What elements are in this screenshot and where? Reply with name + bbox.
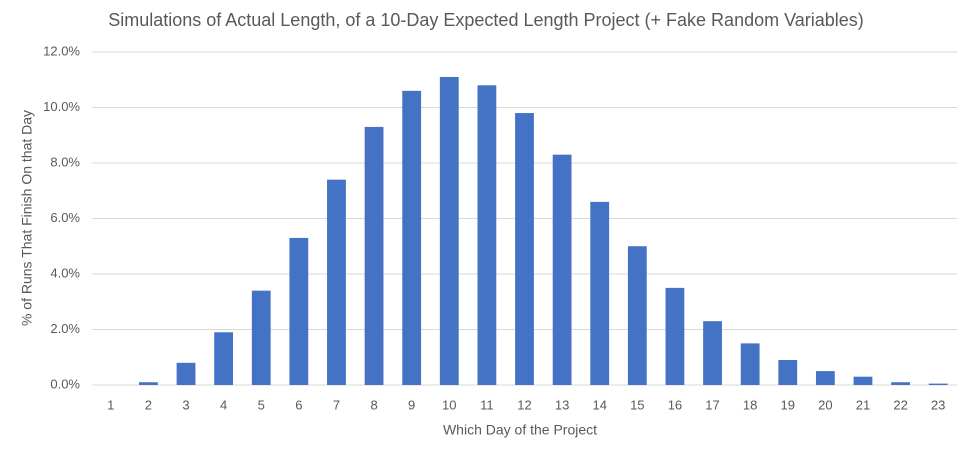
x-tick-label: 6 [295,397,302,412]
y-tick-label: 4.0% [50,265,80,280]
bar [891,382,910,385]
y-tick-label: 2.0% [50,321,80,336]
x-tick-label: 14 [592,397,606,412]
bar [251,290,271,385]
x-tick-label: 2 [145,397,152,412]
y-tick-label: 0.0% [50,376,80,391]
bar [627,246,647,385]
bar [815,371,835,385]
bar [853,376,873,385]
x-tick-label: 20 [818,397,832,412]
x-tick-label: 1 [107,397,114,412]
y-tick-label: 6.0% [50,210,80,225]
bar [477,85,497,386]
y-tick-label: 8.0% [50,154,80,169]
x-axis-title: Which Day of the Project [443,422,597,438]
x-tick-label: 17 [705,397,719,412]
x-tick-label: 18 [743,397,757,412]
bar [515,113,534,386]
bar [439,76,459,385]
x-tick-label: 3 [182,397,189,412]
bar [928,383,948,385]
x-tick-label: 21 [856,397,870,412]
x-tick-label: 7 [333,397,340,412]
bar [176,362,196,385]
bar [740,343,760,385]
bar [703,321,722,385]
x-tick-label: 15 [630,397,644,412]
bar [590,201,610,385]
bar [327,179,346,385]
x-tick-label: 19 [781,397,795,412]
y-tick-label: 12.0% [43,43,80,58]
x-tick-label: 23 [931,397,945,412]
bar [139,382,158,385]
bar [665,287,685,385]
x-tick-label: 13 [555,397,569,412]
x-tick-label: 10 [442,397,456,412]
x-tick-label: 9 [408,397,415,412]
x-tick-label: 12 [517,397,531,412]
x-tick-label: 4 [220,397,227,412]
bar [289,237,309,385]
bar [778,360,798,385]
bar [552,154,572,385]
y-axis-title: % of Runs That Finish On that Day [19,110,35,326]
bar [402,90,422,385]
x-tick-label: 16 [668,397,682,412]
bar [364,126,384,386]
chart-title: Simulations of Actual Length, of a 10-Da… [108,10,864,30]
bar [214,332,234,385]
x-tick-label: 5 [258,397,265,412]
x-tick-label: 22 [893,397,907,412]
x-tick-label: 8 [370,397,377,412]
y-tick-label: 10.0% [43,99,80,114]
x-tick-label: 11 [480,397,494,412]
